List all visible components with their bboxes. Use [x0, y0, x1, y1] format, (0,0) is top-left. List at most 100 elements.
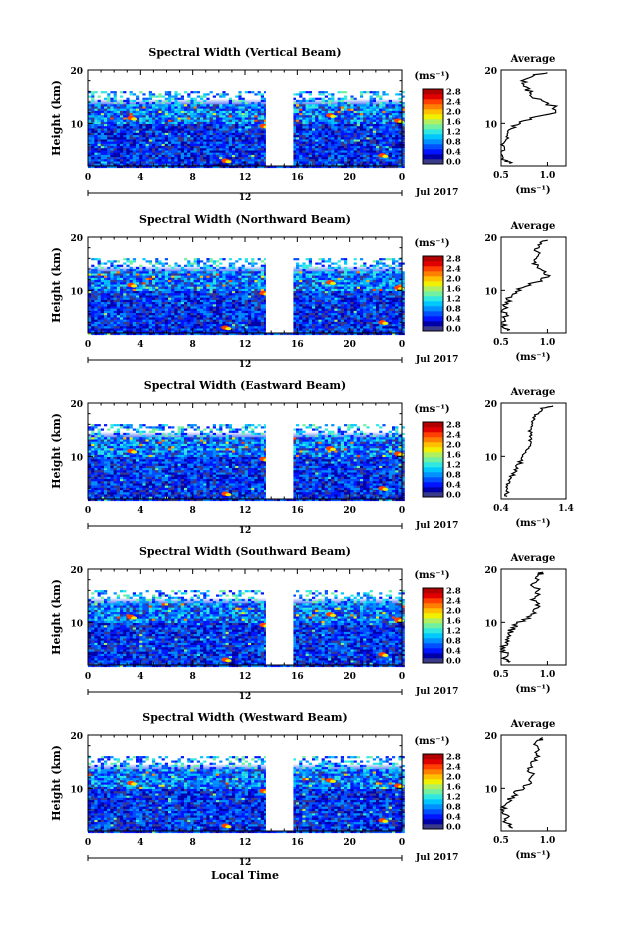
x-tick-label: 8 — [190, 340, 196, 350]
x-tick-label: 0 — [399, 672, 405, 682]
colorbar-tick-label: 2.8 — [446, 753, 461, 763]
colorbar-tick-label: 0.0 — [446, 657, 461, 667]
colorbar-segment — [423, 119, 443, 125]
colorbar-segment — [423, 588, 443, 594]
y-axis-label: Height (km) — [50, 745, 63, 821]
colorbar-tick-label: 0.0 — [446, 158, 461, 168]
colorbar-tick-label: 2.8 — [446, 255, 461, 265]
colorbar-tick-label: 0.0 — [446, 491, 461, 501]
x-tick-label: 0 — [85, 672, 91, 682]
colorbar-tick-label: 0.4 — [446, 315, 461, 325]
colorbar-unit: (ms⁻¹) — [414, 570, 449, 581]
x-tick-label: 4 — [137, 340, 143, 350]
average-y-tick-label: 20 — [484, 234, 497, 244]
x-tick-label: 16 — [291, 672, 304, 682]
colorbar-tick-label: 2.4 — [446, 98, 461, 108]
colorbar-tick-label: 2.4 — [446, 265, 461, 275]
x-tick-label: 20 — [343, 173, 356, 183]
y-axis-label: Height (km) — [50, 247, 63, 323]
colorbar-tick-label: 0.8 — [446, 803, 461, 813]
data-gap — [265, 237, 294, 333]
date-month-label: Jul 2017 — [415, 853, 458, 863]
colorbar-segment — [423, 774, 443, 780]
panel-0: Spectral Width (Vertical Beam) Height (km… — [50, 46, 567, 203]
panel-title: Spectral Width (Westward Beam) — [142, 711, 347, 724]
colorbar-segment — [423, 764, 443, 770]
average-y-tick-label: 10 — [484, 120, 497, 130]
date-month-label: Jul 2017 — [415, 687, 458, 697]
x-axis-label: Local Time — [211, 869, 279, 882]
colorbar-segment — [423, 643, 443, 649]
colorbar-segment — [423, 492, 443, 498]
y-tick-label: 10 — [70, 453, 83, 463]
colorbar-segment — [423, 159, 443, 165]
colorbar-segment — [423, 648, 443, 654]
colorbar-segment — [423, 89, 443, 95]
colorbar-tick-label: 2.8 — [446, 587, 461, 597]
colorbar-tick-label: 2.4 — [446, 431, 461, 441]
average-profile-line — [499, 737, 544, 829]
colorbar-segment — [423, 487, 443, 493]
panel-title: Spectral Width (Vertical Beam) — [148, 46, 341, 59]
average-frame — [500, 568, 567, 666]
average-x-tick-label: 1.0 — [540, 836, 556, 846]
colorbar-segment — [423, 326, 443, 332]
average-x-label: (ms⁻¹) — [515, 185, 550, 196]
colorbar-segment — [423, 472, 443, 478]
colorbar-segment — [423, 271, 443, 277]
colorbar-unit: (ms⁻¹) — [414, 404, 449, 415]
colorbar-frame — [422, 587, 444, 664]
average-title: Average — [510, 221, 556, 232]
x-tick-label: 16 — [291, 506, 304, 516]
colorbar-segment — [423, 784, 443, 790]
average-y-tick-label: 10 — [484, 619, 497, 629]
x-tick-label: 12 — [239, 506, 252, 516]
colorbar-segment — [423, 291, 443, 297]
colorbar-tick-label: 2.0 — [446, 607, 461, 617]
colorbar-tick-label: 0.8 — [446, 138, 461, 148]
colorbar-unit: (ms⁻¹) — [414, 71, 449, 82]
colorbar-tick-label: 2.0 — [446, 108, 461, 118]
average-frame — [500, 69, 567, 167]
x-tick-label: 4 — [137, 672, 143, 682]
x-tick-label: 12 — [239, 672, 252, 682]
date-month-label: Jul 2017 — [415, 188, 458, 198]
panel-title: Spectral Width (Eastward Beam) — [144, 379, 346, 392]
colorbar-unit: (ms⁻¹) — [414, 736, 449, 747]
colorbar-segment — [423, 754, 443, 760]
colorbar-tick-label: 0.4 — [446, 481, 461, 491]
x-tick-label: 20 — [343, 506, 356, 516]
panel-2: Spectral Width (Eastward Beam) Height (km… — [50, 379, 574, 536]
panel-title: Spectral Width (Northward Beam) — [139, 213, 351, 226]
colorbar-segment — [423, 104, 443, 110]
colorbar-frame — [422, 753, 444, 830]
colorbar-tick-label: 1.2 — [446, 295, 461, 305]
colorbar-segment — [423, 286, 443, 292]
y-tick-label: 20 — [70, 732, 83, 742]
x-tick-label: 16 — [291, 838, 304, 848]
colorbar-segment — [423, 603, 443, 609]
colorbar-tick-label: 2.0 — [446, 773, 461, 783]
panel-4: Spectral Width (Westward Beam) Height (km… — [50, 711, 567, 868]
data-gap — [265, 569, 294, 665]
colorbar-segment — [423, 814, 443, 820]
x-tick-label: 16 — [291, 340, 304, 350]
colorbar-segment — [423, 477, 443, 483]
average-x-tick-label: 1.4 — [558, 504, 574, 514]
colorbar-segment — [423, 114, 443, 120]
average-x-label: (ms⁻¹) — [515, 684, 550, 695]
date-day-label: 12 — [239, 692, 252, 702]
colorbar-segment — [423, 819, 443, 825]
colorbar-frame — [422, 88, 444, 165]
average-frame — [500, 236, 567, 334]
x-tick-label: 8 — [190, 506, 196, 516]
y-axis-label: Height (km) — [50, 579, 63, 655]
colorbar-tick-label: 1.6 — [446, 451, 461, 461]
colorbar-tick-label: 0.4 — [446, 813, 461, 823]
colorbar-segment — [423, 633, 443, 639]
average-title: Average — [510, 553, 556, 564]
average-x-tick-label: 0.5 — [493, 670, 509, 680]
average-x-label: (ms⁻¹) — [515, 352, 550, 363]
panel-3: Spectral Width (Southward Beam) Height (k… — [50, 545, 567, 702]
colorbar-segment — [423, 296, 443, 302]
